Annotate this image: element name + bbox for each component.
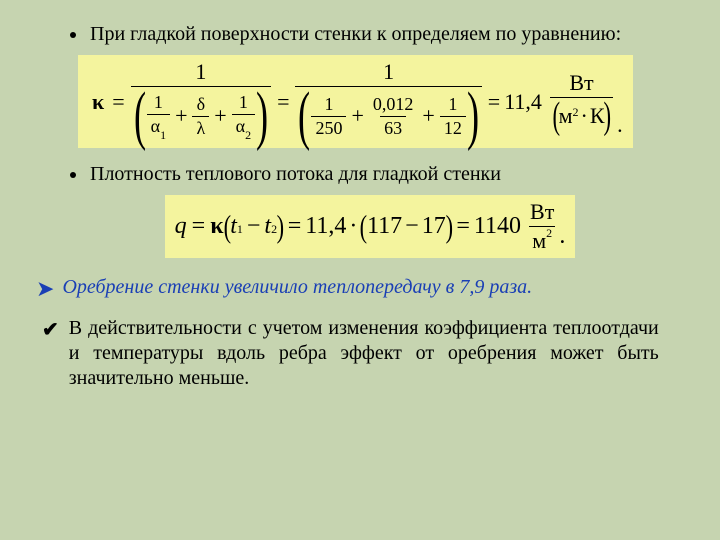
eq2-da: 117 [367,213,402,240]
eq1-form1-den: ( 1 α1 + δ λ + 1 [131,86,271,144]
equation-2-highlight: q = κ ( t1 − t2 ) = 11,4 · ( 117 − 17 ) … [165,195,576,258]
equation-2-container: q = κ ( t1 − t2 ) = 11,4 · ( 117 − 17 ) … [70,195,670,258]
eq1-f1-t1-ds: 1 [160,128,166,142]
eq2-s1: 1 [237,222,243,237]
eq1-trailing: . [615,112,623,144]
eq1-form2-den: ( 1 250 + 0,012 63 + [295,86,481,144]
eq2-kappa: κ [210,213,223,240]
eq2-db: 17 [422,213,446,240]
eq1-unit-top: Вт [565,70,597,97]
eq1-f2-t1-n: 1 [320,94,337,116]
eq1-unit-dot: · [578,103,589,129]
eq1-f2-t3-n: 1 [444,94,461,116]
eq1-unit-exp: 2 [572,105,578,120]
eq2-pr1: ) [277,208,284,245]
eq1-f1-t3-d: α2 [232,114,255,141]
eq1-f1-t1-n: 1 [150,92,167,114]
eq2-minus2: − [402,213,422,240]
eq1-f1-t1-dv: α [151,116,160,136]
slide: При гладкой поверхности стенки к определ… [0,0,720,540]
eq2-t2: t [264,213,271,240]
equation-1-container: κ = 1 ( 1 α1 + δ [78,55,670,148]
eq2-unit-top: Вт [527,199,557,226]
paren-l2-icon: ( [298,88,310,144]
eq1-frac-form2: 1 ( 1 250 + 0,012 63 [293,59,483,144]
eq2-numk: 11,4 [305,213,346,240]
eq2-dot: · [346,213,360,240]
equation-2: q = κ ( t1 − t2 ) = 11,4 · ( 117 − 17 ) … [175,199,566,254]
eq1-f2-t2-d: 63 [380,116,406,139]
bullet-1-row: При гладкой поверхности стенки к определ… [70,22,670,47]
eq1-form1-num: 1 [191,59,210,86]
arrow-icon: ➤ [36,278,54,300]
conclusion-text: Оребрение стенки увеличило теплопередачу… [62,276,532,299]
note-row: ✔ В действительности с учетом изменения … [42,316,670,391]
eq2-eq-1: = [187,213,211,240]
conclusion-row: ➤ Оребрение стенки увеличило теплопереда… [36,276,670,300]
eq1-f1-t2-n: δ [193,94,209,116]
eq1-f1-t3-ds: 2 [245,128,251,142]
eq1-eq-2: = [273,89,293,115]
eq1-f2-t2: 0,012 63 [367,94,420,139]
bullet-1-text: При гладкой поверхности стенки к определ… [90,22,621,47]
eq2-eq-2: = [284,213,306,240]
eq2-result: 1140 [474,213,521,240]
eq2-pr2: ) [445,208,452,245]
eq2-pl2: ( [360,208,367,245]
eq1-unit-bot: ( м2 · К ) [550,97,613,134]
plus-3: + [348,103,366,129]
eq2-minus1: − [243,213,265,240]
eq1-f1-t2-d: λ [192,116,209,139]
eq1-eq-3: = [484,89,504,115]
eq2-unit: Вт м2 [527,199,557,254]
equation-1: κ = 1 ( 1 α1 + δ [88,59,623,144]
plus-2: + [211,103,229,129]
eq1-frac-form1: 1 ( 1 α1 + δ λ [129,59,273,144]
eq2-unit-m: м [532,228,546,253]
eq2-pl1: ( [223,208,230,245]
eq1-f2-t3: 1 12 [438,94,468,139]
eq2-t1: t [230,213,237,240]
eq1-f2-t3-d: 12 [440,116,466,139]
paren-r-icon: ) [256,88,268,144]
eq2-trailing: . [557,223,565,254]
equation-1-highlight: κ = 1 ( 1 α1 + δ [78,55,633,148]
eq2-q: q [175,213,187,240]
eq2-eq-3: = [452,213,474,240]
eq1-f1-t1-d: α1 [147,114,170,141]
paren-r2-icon: ) [467,88,479,144]
eq1-f2-t1-d: 250 [311,116,346,139]
check-icon: ✔ [42,320,59,340]
bullet-2-row: Плотность теплового потока для гладкой с… [70,162,670,187]
eq1-form2-num: 1 [379,59,398,86]
bullet-dot-2 [70,172,76,178]
eq1-lhs: κ [88,89,108,115]
eq1-f1-t3-dv: α [236,116,245,136]
eq1-f1-t3: 1 α2 [230,92,257,141]
eq1-eq-1: = [108,89,128,115]
plus-4: + [419,103,437,129]
eq1-result: 11,4 [504,89,542,115]
bullet-dot-1 [70,32,76,38]
eq2-unit-exp: 2 [546,226,552,240]
eq1-f1-t1: 1 α1 [145,92,172,141]
paren-l-icon: ( [134,88,146,144]
eq2-unit-bot: м2 [529,226,555,254]
eq1-f2-t2-n: 0,012 [369,94,418,116]
plus-1: + [172,103,190,129]
eq1-f2-t1: 1 250 [309,94,348,139]
eq1-unit-m: м [559,103,573,129]
uparen-l-icon: ( [552,99,560,133]
uparen-r-icon: ) [603,99,611,133]
bullet-2-text: Плотность теплового потока для гладкой с… [90,162,501,187]
eq1-unit-k: К [590,103,605,129]
eq1-unit: Вт ( м2 · К ) [548,70,615,134]
note-text: В действительности с учетом изменения ко… [69,316,659,391]
eq1-f1-t2: δ λ [190,94,211,139]
eq1-f1-t3-n: 1 [235,92,252,114]
